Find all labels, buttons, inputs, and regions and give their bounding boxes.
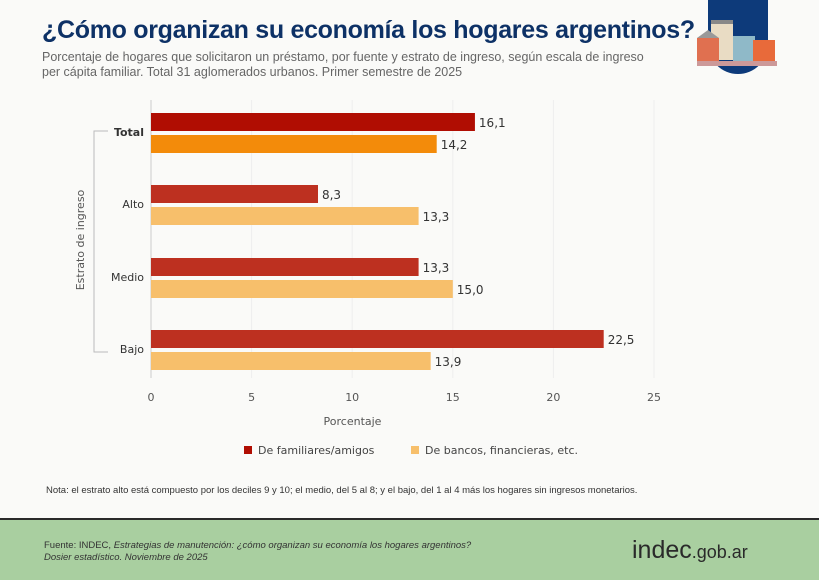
bar xyxy=(151,185,318,203)
houses-illustration-icon xyxy=(697,20,777,66)
note: Nota: el estrato alto está compuesto por… xyxy=(46,485,638,496)
bar xyxy=(151,135,437,153)
bar xyxy=(151,330,604,348)
x-tick-label: 0 xyxy=(148,391,155,404)
data-label: 14,2 xyxy=(441,138,468,152)
indec-logo[interactable]: indec.gob.ar xyxy=(632,536,748,564)
x-tick-label: 15 xyxy=(446,391,460,404)
bar-chart: 0 5 10 15 20 25 Porcentaje Estrato de ingreso To… xyxy=(74,100,661,457)
x-tick-label: 20 xyxy=(546,391,560,404)
category-label: Bajo xyxy=(120,343,144,356)
data-label: 16,1 xyxy=(479,116,506,130)
bar xyxy=(151,280,453,298)
source: Fuente: INDEC, Estrategias de manutenció… xyxy=(44,540,472,563)
x-tick-label: 5 xyxy=(248,391,255,404)
data-label: 15,0 xyxy=(457,283,484,297)
data-label: 13,3 xyxy=(423,261,450,275)
data-label: 8,3 xyxy=(322,188,341,202)
legend-label: De familiares/amigos xyxy=(258,444,375,457)
category-label: Medio xyxy=(111,271,144,284)
legend-swatch xyxy=(411,446,419,454)
category-label: Alto xyxy=(122,198,144,211)
data-label: 13,3 xyxy=(423,210,450,224)
category-label: Total xyxy=(114,126,144,139)
x-axis-title: Porcentaje xyxy=(324,415,382,428)
footer: Fuente: INDEC, Estrategias de manutenció… xyxy=(0,518,819,580)
page-subtitle: Porcentaje de hogares que solicitaron un… xyxy=(42,50,644,79)
data-label: 13,9 xyxy=(435,355,462,369)
x-tick-label: 10 xyxy=(345,391,359,404)
legend-swatch xyxy=(244,446,252,454)
y-axis-title: Estrato de ingreso xyxy=(74,189,87,290)
page-title: ¿Cómo organizan su economía los hogares … xyxy=(42,16,695,44)
bar xyxy=(151,113,475,131)
y-bracket xyxy=(93,130,108,353)
bar xyxy=(151,352,431,370)
data-label: 22,5 xyxy=(608,333,635,347)
x-tick-label: 25 xyxy=(647,391,661,404)
bar xyxy=(151,258,419,276)
bar xyxy=(151,207,419,225)
legend-label: De bancos, financieras, etc. xyxy=(425,444,578,457)
